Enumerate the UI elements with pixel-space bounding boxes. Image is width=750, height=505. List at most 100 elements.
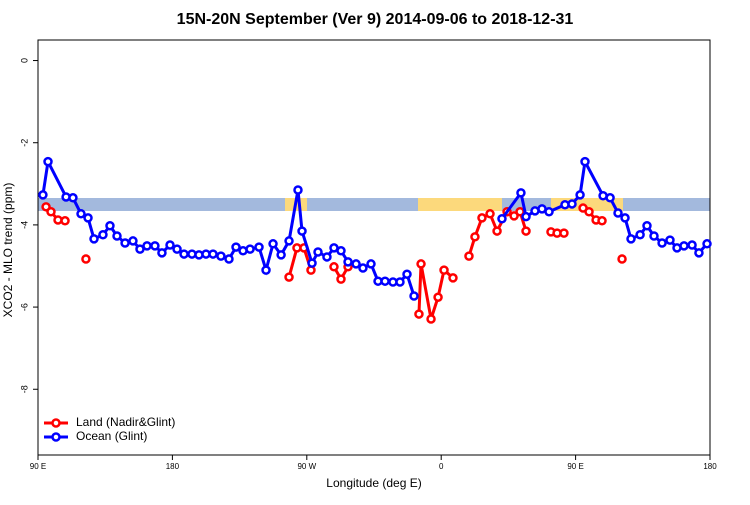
y-tick-label: -8 <box>19 385 29 393</box>
point <box>620 213 630 223</box>
x-axis-label: Longitude (deg E) <box>326 476 421 490</box>
point <box>307 258 317 268</box>
point <box>224 254 234 264</box>
point <box>485 209 495 219</box>
plot-frame <box>37 39 711 456</box>
point <box>105 220 115 231</box>
chart-title: 15N-20N September (Ver 9) 2014-09-06 to … <box>177 11 574 28</box>
point <box>284 236 294 246</box>
land-band <box>418 198 502 211</box>
point <box>687 240 697 250</box>
point <box>679 241 689 251</box>
point <box>416 259 426 269</box>
point <box>448 273 458 283</box>
point <box>358 263 368 273</box>
point <box>492 226 502 236</box>
point <box>76 209 86 219</box>
point <box>254 242 264 252</box>
point <box>694 248 704 258</box>
point <box>497 213 507 224</box>
x-tick-label: 90 E <box>30 462 46 471</box>
point <box>509 211 519 221</box>
point <box>516 188 526 198</box>
point <box>575 190 585 200</box>
point <box>297 226 307 236</box>
legend-marker <box>51 432 61 442</box>
point <box>81 254 91 264</box>
point <box>580 156 590 167</box>
point <box>380 276 390 286</box>
point <box>409 291 419 301</box>
point <box>276 250 286 260</box>
point <box>284 272 294 282</box>
point <box>433 292 443 302</box>
point <box>157 248 167 258</box>
point <box>521 226 531 236</box>
point <box>395 277 405 287</box>
point <box>268 239 278 249</box>
point <box>112 231 122 241</box>
point <box>439 265 449 275</box>
point <box>208 249 218 259</box>
x-tick-label: 90 E <box>567 462 583 471</box>
point <box>60 216 70 226</box>
point <box>313 247 323 257</box>
point <box>626 234 636 244</box>
point <box>336 274 346 284</box>
point <box>521 211 531 222</box>
point <box>165 240 175 250</box>
point <box>464 251 474 261</box>
legend-label: Ocean (Glint) <box>76 429 147 443</box>
point <box>216 251 226 261</box>
point <box>584 207 594 217</box>
y-axis-label: XCO2 - MLO trend (ppm) <box>1 183 15 318</box>
point <box>470 232 480 242</box>
point <box>293 185 303 195</box>
point <box>617 254 627 264</box>
point <box>46 207 56 217</box>
point <box>544 207 554 217</box>
point <box>245 244 255 254</box>
point <box>477 213 487 223</box>
point <box>702 239 712 249</box>
y-tick-label: -2 <box>19 139 29 147</box>
point <box>38 190 48 200</box>
point <box>414 309 424 319</box>
point <box>597 216 607 226</box>
point <box>329 262 339 272</box>
point <box>43 156 53 167</box>
point <box>120 238 130 248</box>
point <box>261 265 271 275</box>
x-tick-label: 0 <box>439 462 444 471</box>
point <box>366 259 376 269</box>
point <box>128 236 138 246</box>
point <box>351 259 361 269</box>
point <box>150 241 160 251</box>
point <box>83 213 93 223</box>
legend-label: Land (Nadir&Glint) <box>76 415 175 429</box>
x-tick-label: 180 <box>703 462 717 471</box>
point <box>649 231 659 241</box>
point <box>231 242 241 252</box>
point <box>605 193 615 203</box>
point <box>336 246 346 256</box>
point <box>343 257 353 267</box>
point <box>613 208 623 218</box>
y-tick-label: -4 <box>19 221 29 229</box>
legend-marker <box>51 418 61 428</box>
point <box>179 249 189 259</box>
point <box>142 241 152 251</box>
point <box>642 220 652 231</box>
x-tick-label: 90 W <box>297 462 316 471</box>
point <box>135 244 145 254</box>
point <box>665 235 675 245</box>
point <box>402 269 412 279</box>
y-tick-label: 0 <box>19 58 29 63</box>
x-tick-label: 180 <box>166 462 180 471</box>
point <box>172 244 182 254</box>
point <box>68 193 78 203</box>
point <box>657 238 667 248</box>
point <box>426 314 436 324</box>
point <box>559 228 569 238</box>
series-line <box>41 156 709 297</box>
